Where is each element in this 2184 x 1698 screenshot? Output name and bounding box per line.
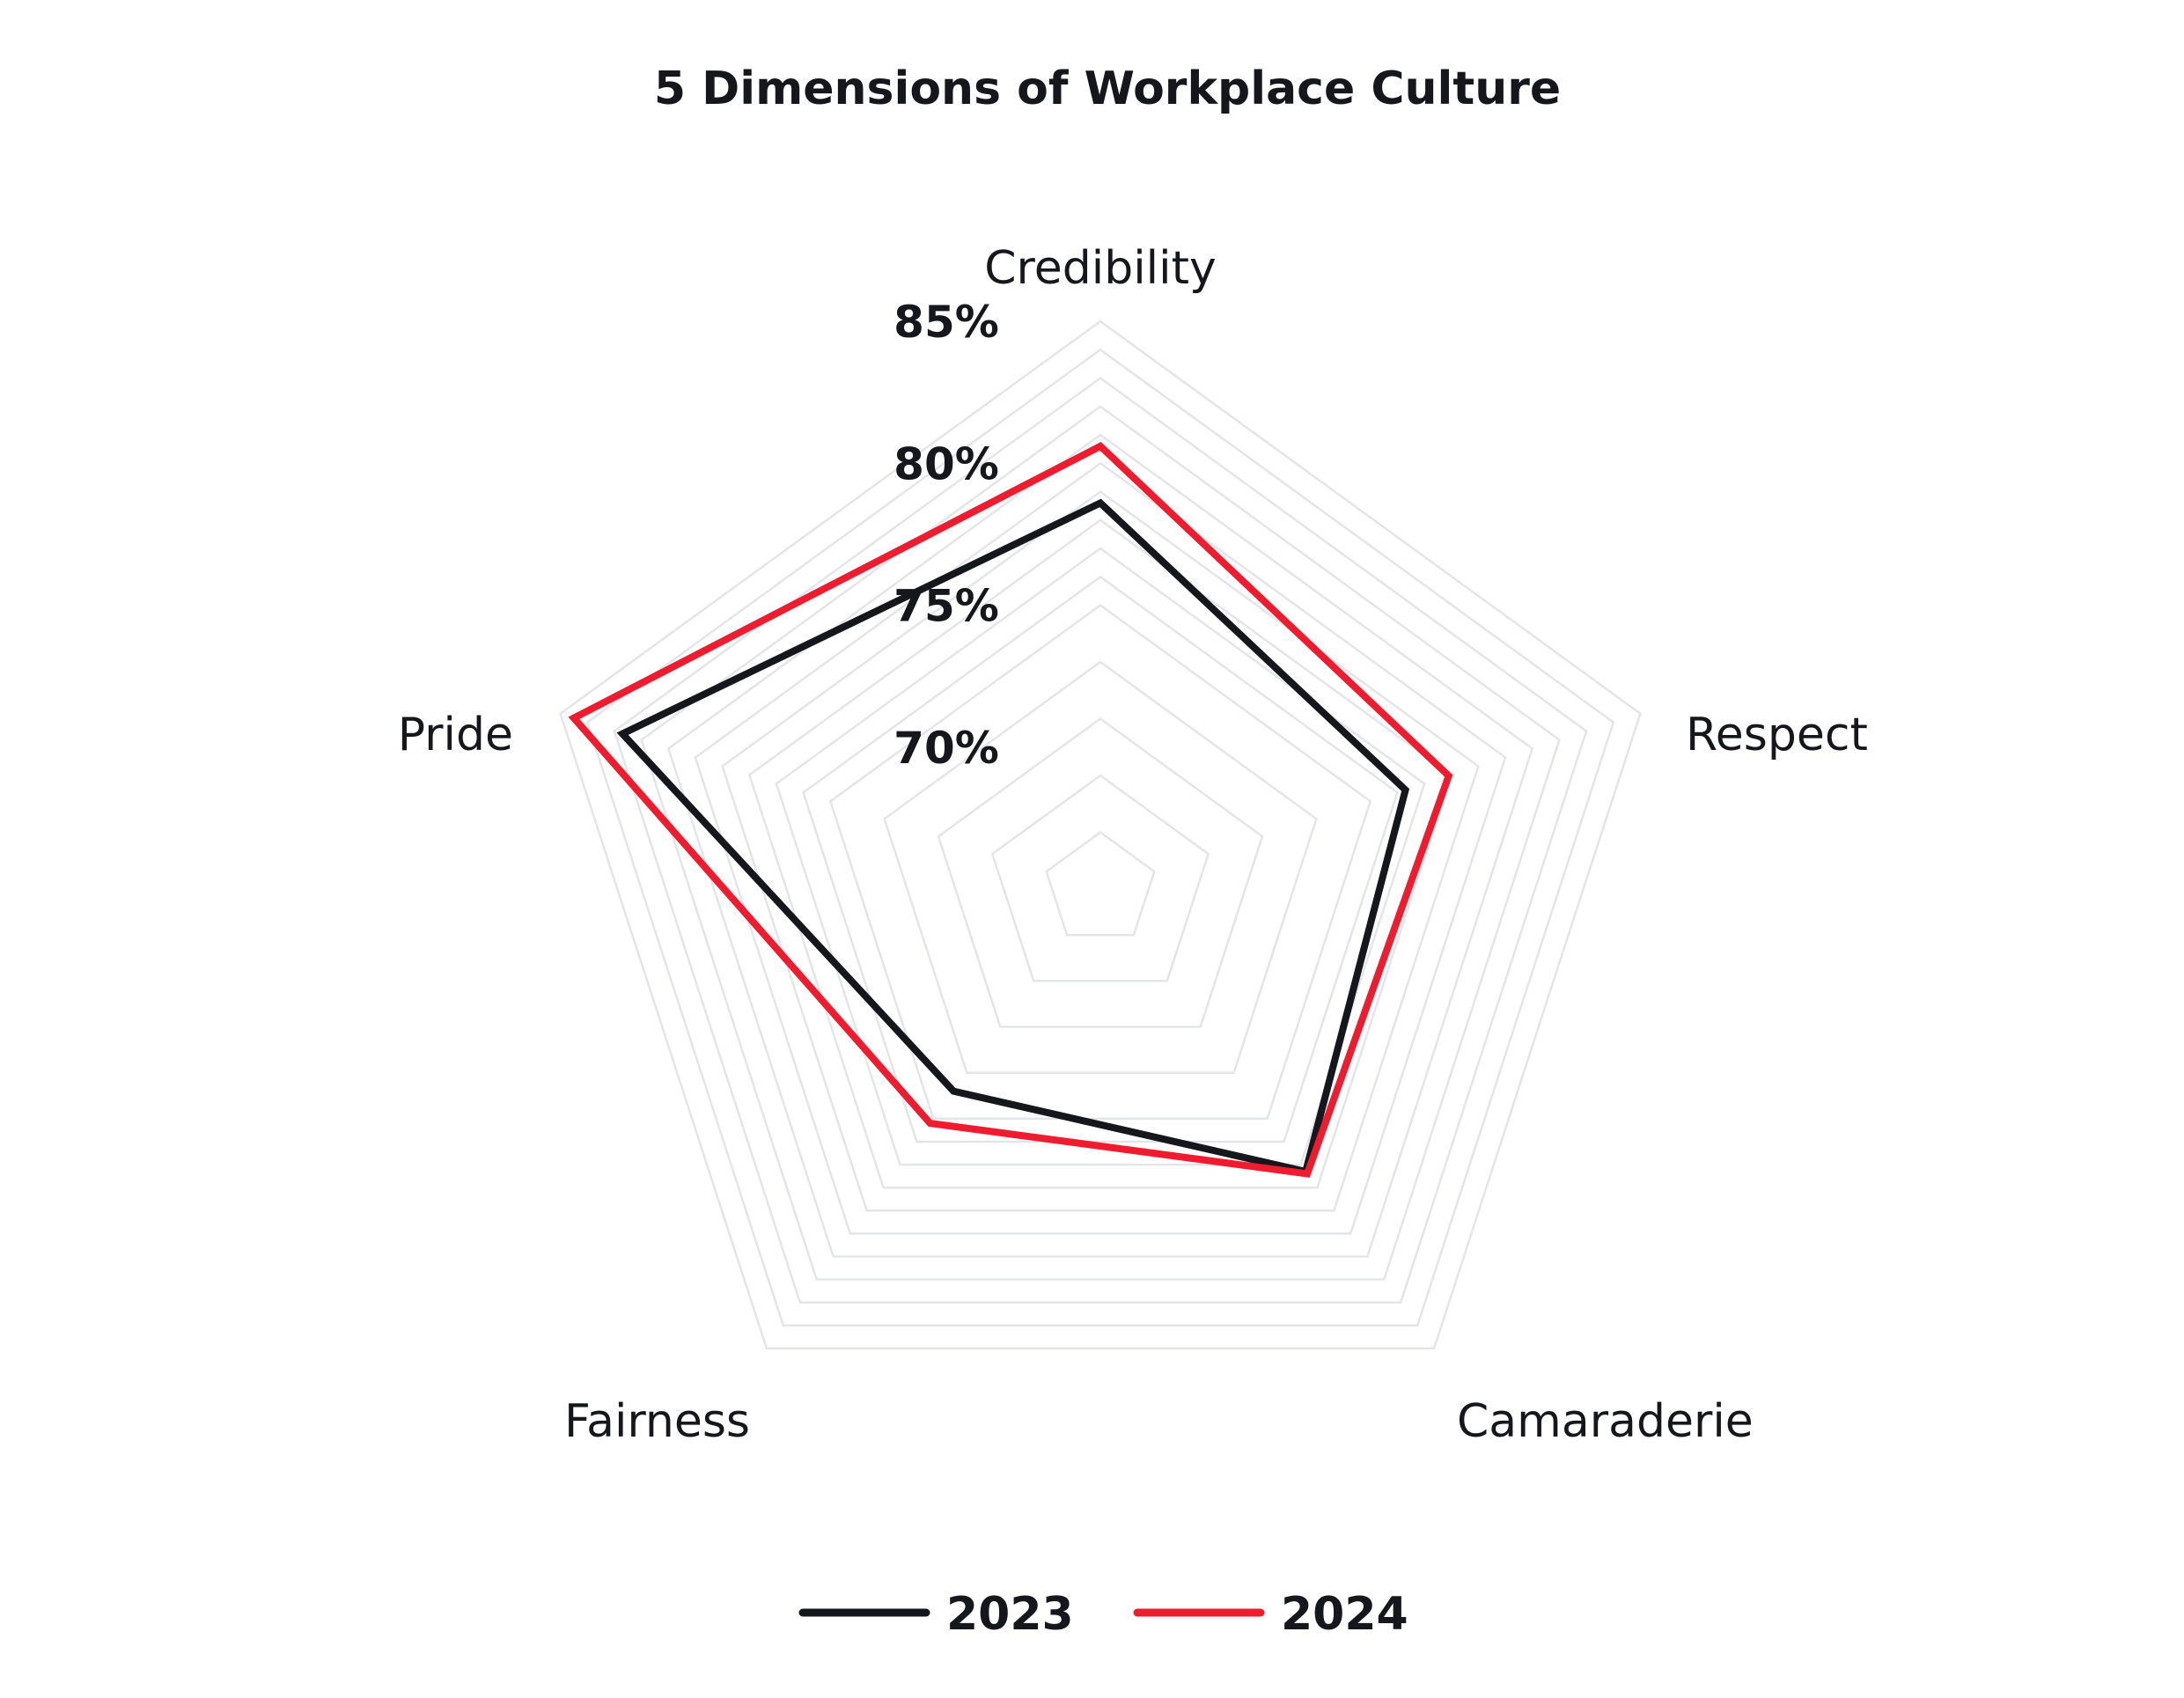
axis-label-credibility: Credibility [984,242,1217,295]
grid-ring [1045,830,1156,937]
radial-tick-labels: 85% 80% 75% 70% [893,297,999,774]
grid-ring [828,603,1372,1121]
axis-labels: Credibility Respect Camaraderie Fairness Pri… [398,242,1868,1448]
grid-ring [775,547,1426,1166]
radar-grid [559,320,1642,1350]
grid-ring [747,518,1453,1189]
series-2024 [568,442,1453,1178]
tick-label: 80% [893,438,999,489]
axis-label-pride: Pride [398,709,513,761]
grid-ring [613,376,1588,1304]
grid-ring [694,461,1507,1235]
grid-ring [721,489,1480,1212]
tick-label: 70% [893,723,999,774]
chart-title: 5 Dimensions of Workplace Culture [654,62,1561,115]
grid-ring [937,717,1264,1028]
series-2023 [616,498,1410,1176]
grid-ring [666,433,1534,1258]
radar-series [568,442,1453,1178]
grid-ring [990,774,1210,982]
grid-ring [585,348,1615,1327]
axis-label-respect: Respect [1686,709,1868,761]
legend-label-2024: 2024 [1281,1588,1408,1641]
tick-label: 75% [893,581,999,632]
legend-label-2023: 2023 [946,1588,1074,1641]
grid-ring [883,660,1318,1074]
legend: 2023 2024 [798,1588,1408,1641]
grid-ring [802,575,1399,1143]
axis-label-fairness: Fairness [564,1395,750,1448]
axis-label-camaraderie: Camaraderie [1457,1395,1754,1448]
grid-ring [559,320,1642,1350]
tick-label: 85% [893,297,999,348]
